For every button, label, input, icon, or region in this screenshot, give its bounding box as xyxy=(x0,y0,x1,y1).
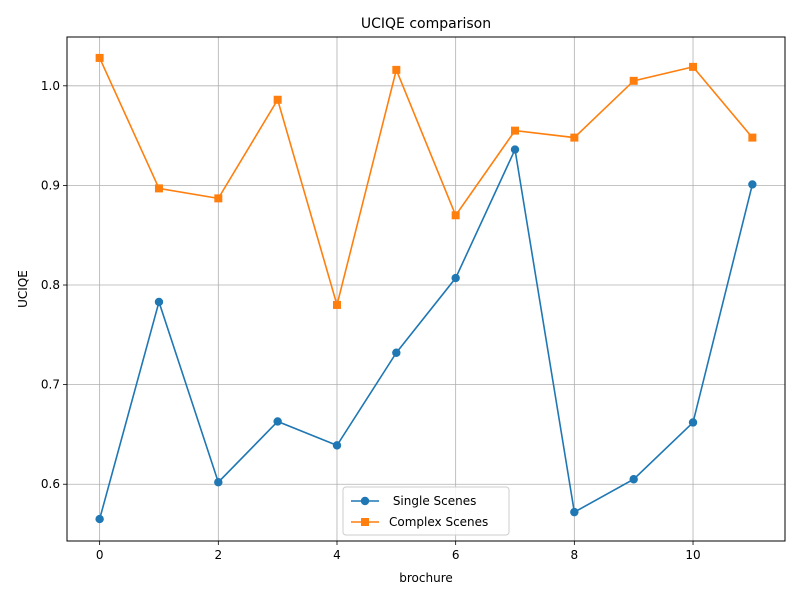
legend-label: Single Scenes xyxy=(389,494,476,508)
data-point xyxy=(332,441,342,450)
y-tick-label: 0.8 xyxy=(41,278,60,292)
data-point xyxy=(689,62,698,71)
data-point xyxy=(570,507,579,517)
y-axis-label: UCIQE xyxy=(16,270,30,308)
data-point xyxy=(451,273,460,283)
data-point xyxy=(273,417,282,426)
x-tick-label: 0 xyxy=(96,548,104,562)
data-point xyxy=(511,126,520,135)
x-tick-label: 10 xyxy=(685,548,700,562)
legend-label: Complex Scenes xyxy=(389,515,488,529)
y-tick-label: 0.9 xyxy=(41,178,60,192)
data-point xyxy=(510,145,520,154)
data-point xyxy=(570,133,579,142)
data-point xyxy=(748,180,757,189)
data-point xyxy=(629,475,638,484)
data-point xyxy=(214,478,223,487)
series-layer xyxy=(95,53,757,524)
data-point xyxy=(95,53,104,62)
legend-item: Single Scenes xyxy=(351,494,476,508)
data-point xyxy=(273,95,282,104)
legend: Single Scenes Complex Scenes xyxy=(342,486,510,536)
plot-frame xyxy=(66,36,786,542)
y-tick-label: 1.0 xyxy=(41,79,60,93)
y-tick-label: 0.6 xyxy=(41,477,60,491)
data-point xyxy=(451,211,460,220)
legend-marker xyxy=(360,496,370,506)
data-point xyxy=(688,418,698,427)
chart-title: UCIQE comparison xyxy=(361,16,491,32)
data-point xyxy=(332,300,341,309)
series-line xyxy=(98,57,753,308)
legend-item: Complex Scenes xyxy=(351,515,488,529)
axis-ticks: 0 2 4 6 8 10 0.6 0.7 0.8 0.9 1.0 xyxy=(41,79,701,562)
data-point xyxy=(748,133,757,142)
series-2 xyxy=(95,53,757,309)
x-tick-label: 2 xyxy=(214,548,222,562)
data-point xyxy=(629,76,638,85)
series-line xyxy=(98,146,754,520)
data-point xyxy=(154,184,163,193)
x-axis-label: brochure xyxy=(399,571,453,585)
data-point xyxy=(392,65,401,74)
legend-box xyxy=(342,486,510,536)
y-tick-label: 0.7 xyxy=(41,378,60,392)
legend-marker xyxy=(361,518,369,526)
x-tick-label: 4 xyxy=(333,548,341,562)
series-1 xyxy=(95,145,757,524)
data-point xyxy=(392,348,401,357)
data-point xyxy=(154,297,164,307)
data-point xyxy=(95,514,104,524)
x-tick-label: 8 xyxy=(571,548,579,562)
x-tick-label: 6 xyxy=(452,548,460,562)
data-point xyxy=(214,194,223,203)
